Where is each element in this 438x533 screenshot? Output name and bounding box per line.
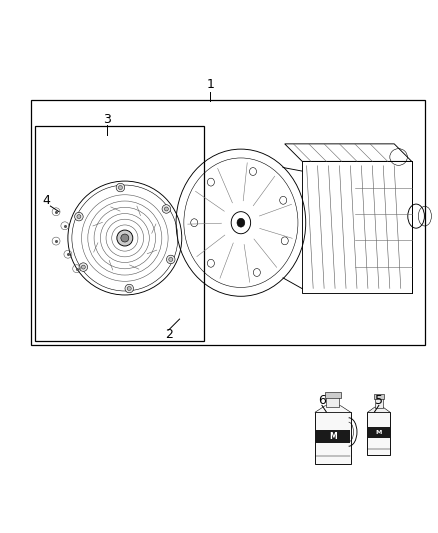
Bar [316, 430, 350, 443]
Ellipse shape [237, 219, 245, 227]
Circle shape [164, 207, 168, 211]
Circle shape [162, 205, 171, 213]
Text: 5: 5 [375, 393, 383, 407]
Circle shape [127, 287, 131, 290]
Polygon shape [367, 407, 390, 413]
Bar [325, 392, 341, 398]
Bar [326, 397, 339, 407]
Bar [375, 398, 383, 408]
Bar [31, 100, 425, 345]
Circle shape [125, 284, 134, 293]
Text: 1: 1 [206, 78, 214, 91]
Text: 4: 4 [42, 195, 50, 207]
Circle shape [77, 215, 81, 219]
Bar [374, 394, 384, 399]
Circle shape [166, 255, 175, 264]
Circle shape [79, 263, 88, 271]
Polygon shape [367, 413, 390, 455]
Text: M: M [376, 430, 382, 434]
Bar [35, 126, 204, 341]
Text: 2: 2 [165, 328, 173, 341]
Polygon shape [315, 413, 351, 464]
Text: 6: 6 [318, 393, 326, 407]
Text: M: M [329, 432, 337, 441]
Circle shape [116, 183, 125, 192]
Bar [368, 427, 390, 438]
Circle shape [74, 212, 83, 221]
Circle shape [169, 257, 173, 262]
Text: 3: 3 [103, 114, 111, 126]
Bar [302, 161, 412, 293]
Circle shape [118, 185, 122, 190]
Polygon shape [315, 406, 351, 413]
Circle shape [81, 265, 85, 269]
Circle shape [121, 234, 129, 242]
Circle shape [117, 230, 133, 246]
